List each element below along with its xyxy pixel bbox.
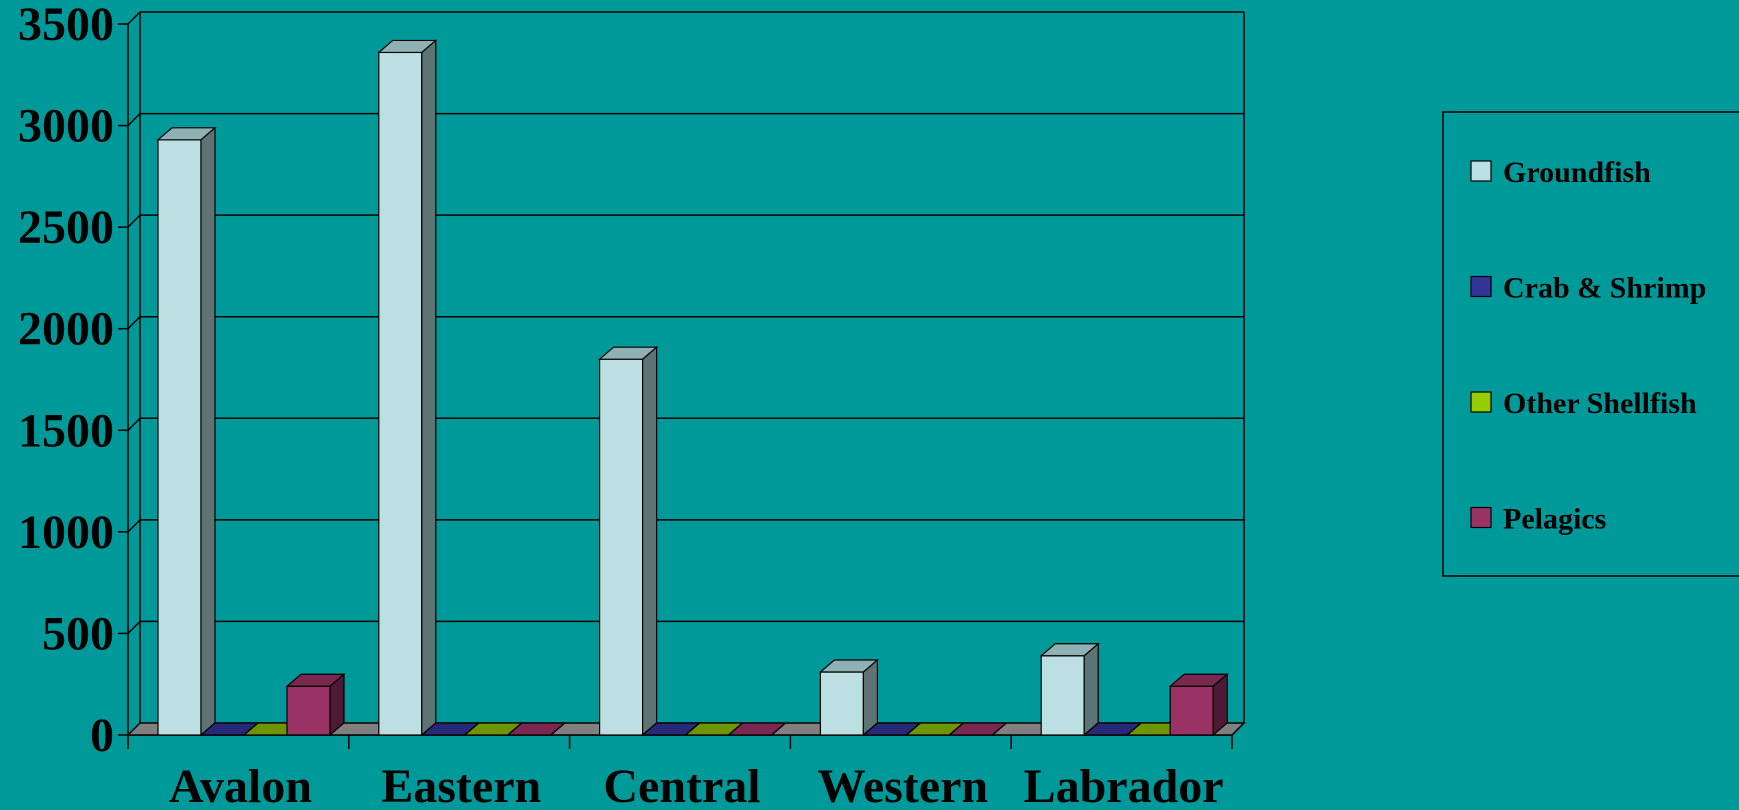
legend-label-other-shellfish: Other Shellfish xyxy=(1503,387,1697,420)
legend-swatch-groundfish xyxy=(1470,160,1492,182)
bars xyxy=(156,39,1229,737)
gridline-side xyxy=(127,113,141,127)
y-tick-label: 3000 xyxy=(18,100,114,153)
pelagics-bar-side xyxy=(550,722,566,736)
x-category-label: Avalon xyxy=(169,760,312,810)
groundfish-bar-side xyxy=(862,658,879,737)
groundfish-bar xyxy=(377,39,438,737)
groundfish-bar xyxy=(156,126,217,737)
y-tick-label: 2000 xyxy=(18,303,114,356)
y-tick-label: 3500 xyxy=(18,0,114,51)
groundfish-bar-front xyxy=(598,358,644,736)
y-tick-label: 1500 xyxy=(18,404,114,457)
pelagics-bar xyxy=(285,672,346,737)
legend-swatch-crab-shrimp xyxy=(1470,275,1492,298)
pelagics-bar xyxy=(726,722,788,736)
groundfish-bar xyxy=(818,658,880,737)
gridline-side xyxy=(127,11,141,25)
groundfish-bar-front xyxy=(819,671,865,736)
gridline-side xyxy=(127,316,141,330)
legend-swatch-other-shellfish xyxy=(1470,391,1492,413)
groundfish-bar-side xyxy=(200,126,216,737)
groundfish-bar-side xyxy=(421,39,437,737)
groundfish-bar-front xyxy=(1040,655,1085,736)
pelagics-bar-side xyxy=(992,722,1007,736)
y-tick-label: 500 xyxy=(42,607,114,660)
groundfish-bar-front xyxy=(378,51,423,736)
y-tick-label: 1000 xyxy=(18,506,114,559)
legend: Groundfish Crab & Shrimp Other Shellfish Pe… xyxy=(1442,111,1739,577)
pelagics-bar xyxy=(1168,672,1229,737)
x-category-label: Eastern xyxy=(381,760,541,810)
pelagics-bar xyxy=(506,722,567,736)
gridline-side xyxy=(127,214,141,228)
gridlines xyxy=(127,11,1244,634)
y-tick-label: 0 xyxy=(90,709,114,762)
groundfish-bar-side xyxy=(641,345,658,737)
x-category-label: Labrador xyxy=(1024,760,1224,810)
groundfish-bar xyxy=(597,345,659,737)
legend-label-groundfish: Groundfish xyxy=(1503,156,1651,189)
x-category-label: Western xyxy=(817,760,988,810)
pelagics-bar-side xyxy=(1212,672,1228,737)
y-tick-label: 2500 xyxy=(18,201,114,254)
legend-label-pelagics: Pelagics xyxy=(1503,503,1606,536)
gridline-side xyxy=(127,620,141,634)
gridline-side xyxy=(127,417,141,431)
pelagics-bar-side xyxy=(329,672,345,737)
groundfish-bar-front xyxy=(157,139,202,736)
pelagics-bar-side xyxy=(771,722,786,736)
axes xyxy=(118,12,1245,749)
x-category-label: Central xyxy=(603,760,760,810)
legend-label-crab-shrimp: Crab & Shrimp xyxy=(1503,272,1706,305)
pelagics-bar xyxy=(947,722,1009,736)
gridline-side xyxy=(127,519,141,533)
groundfish-bar xyxy=(1039,642,1100,737)
tick-labels: 0 500 1000 1500 2000 2500 3000 3500 Avalon Easter… xyxy=(18,0,1224,810)
pelagics-bar-front xyxy=(1169,685,1214,736)
pelagics-bar-front xyxy=(286,685,331,736)
legend-swatch-pelagics xyxy=(1470,506,1492,529)
legend-box xyxy=(1442,111,1739,577)
groundfish-bar-side xyxy=(1083,642,1099,737)
